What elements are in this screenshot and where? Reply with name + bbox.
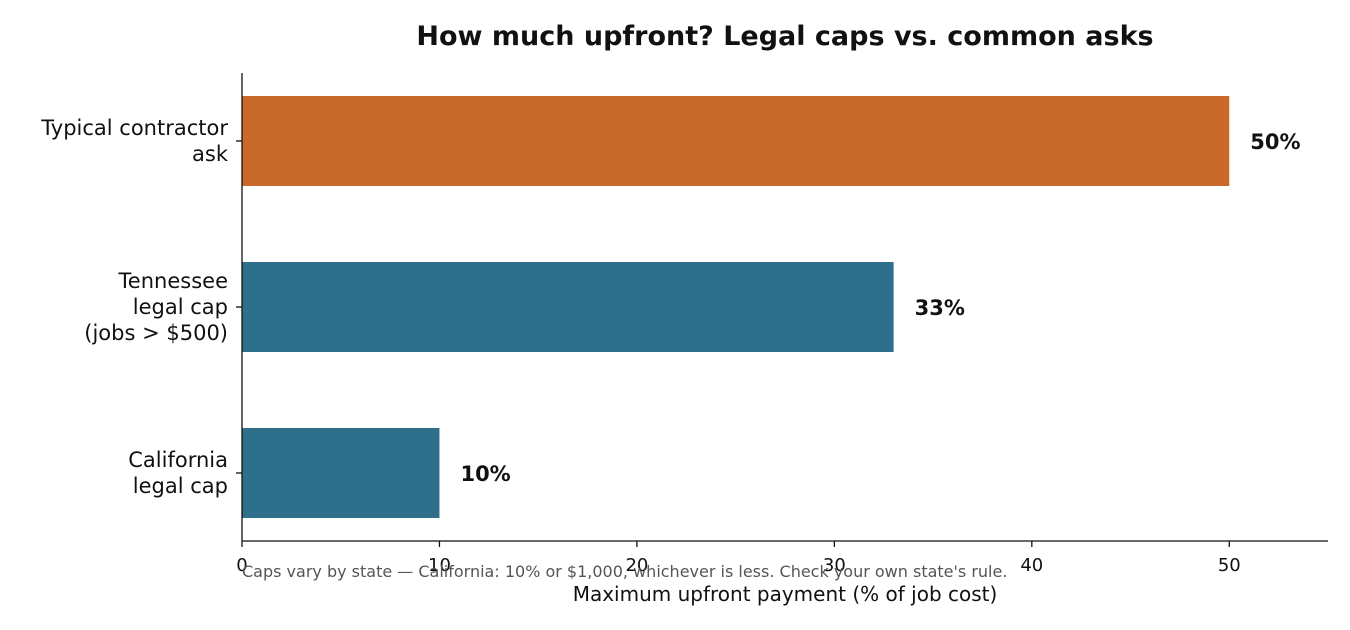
category-label-0-1: ask (192, 142, 229, 166)
category-label-1-0: Tennessee (118, 269, 228, 293)
x-tick-label-4: 40 (1020, 555, 1043, 576)
category-label-2-0: California (128, 448, 228, 472)
x-tick-label-5: 50 (1218, 555, 1241, 576)
footnote: Caps vary by state — California: 10% or … (242, 562, 1007, 581)
chart-title: How much upfront? Legal caps vs. common … (416, 21, 1153, 52)
x-axis-ticks: 0 10 20 30 40 50 (236, 541, 1241, 576)
x-axis-label: Maximum upfront payment (% of job cost) (573, 582, 998, 606)
category-label-0-0: Typical contractor (40, 116, 228, 140)
bar-1 (242, 262, 894, 352)
data-label-0: 50% (1250, 130, 1300, 154)
data-label-1: 33% (915, 296, 965, 320)
x-tick-label-1: 10 (428, 555, 451, 576)
data-label-2: 10% (460, 462, 510, 486)
bars-group: 50% 33% 10% (242, 96, 1301, 518)
category-label-1-2: (jobs > $500) (84, 321, 228, 345)
bar-2 (242, 428, 440, 518)
x-tick-label-3: 30 (823, 555, 846, 576)
x-tick-label-2: 20 (625, 555, 648, 576)
category-label-1-1: legal cap (133, 295, 228, 319)
x-tick-label-0: 0 (236, 555, 247, 576)
bar-0 (242, 96, 1230, 186)
category-label-2-1: legal cap (133, 474, 228, 498)
